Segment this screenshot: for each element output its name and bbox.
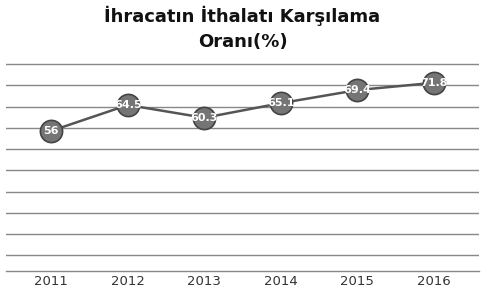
Text: 60.3: 60.3 [190,113,217,123]
Text: 64.5: 64.5 [114,100,141,110]
Text: 71.8: 71.8 [419,78,446,88]
Text: 65.1: 65.1 [266,98,294,108]
Text: 56: 56 [44,126,59,136]
Text: 69.4: 69.4 [343,85,370,95]
Title: İhracatın İthalatı Karşılama
Oranı(%): İhracatın İthalatı Karşılama Oranı(%) [104,6,380,51]
